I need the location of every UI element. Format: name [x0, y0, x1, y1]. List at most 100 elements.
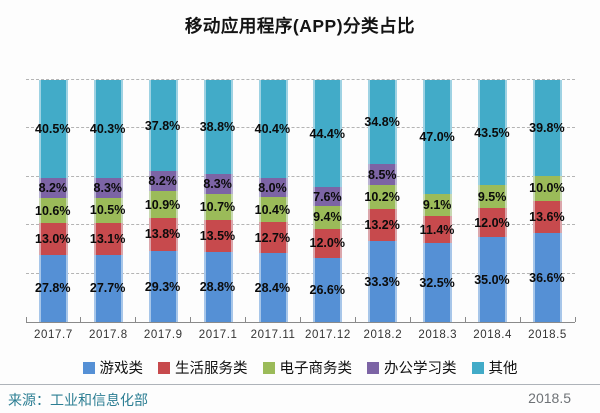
bar-segment-other — [93, 80, 123, 178]
bar-segment-life-service — [478, 208, 508, 238]
bar-value-label-other: 38.8% — [199, 119, 236, 134]
x-axis-tick — [409, 317, 411, 322]
x-axis-tick — [464, 317, 466, 322]
legend-label-life-service: 生活服务类 — [175, 361, 248, 377]
bar-value-label-life-service: 12.7% — [254, 230, 291, 245]
x-axis-label: 2017.8 — [88, 329, 128, 341]
bar-value-label-life-service: 13.1% — [89, 232, 126, 247]
bar-value-label-life-service: 11.4% — [419, 222, 455, 237]
x-axis-label: 2017.11 — [250, 329, 296, 341]
chart-legend: 游戏类 生活服务类 电子商务类 办公学习类 其他 — [0, 357, 600, 378]
bar-segment-e-commerce — [258, 197, 288, 223]
x-axis-tick — [574, 317, 576, 322]
footer-date: 2018.5 — [528, 390, 571, 406]
bar-value-label-office-study: 7.6% — [313, 189, 342, 204]
bar-segment-office-study — [368, 164, 398, 185]
bar-value-label-e-commerce: 10.0% — [529, 181, 565, 196]
bar-value-label-games: 33.3% — [364, 274, 400, 289]
bar-value-label-life-service: 13.0% — [35, 232, 71, 247]
x-axis-label: 2017.9 — [143, 329, 183, 341]
bar-value-label-games: 26.6% — [309, 282, 345, 297]
bar-value-label-office-study: 8.3% — [203, 176, 232, 191]
bar-value-label-other: 39.8% — [529, 121, 565, 136]
bar-segment-office-study — [38, 177, 68, 198]
bar-value-label-games: 28.8% — [199, 280, 236, 295]
bar-segment-life-service — [38, 223, 68, 255]
legend-label-e-commerce: 电子商务类 — [279, 361, 353, 377]
bar-segment-life-service — [368, 209, 398, 242]
legend-swatch-other — [471, 361, 484, 374]
bar-segment-life-service — [148, 217, 178, 252]
x-axis-tick — [354, 317, 356, 322]
bar-value-label-games: 36.6% — [529, 270, 565, 285]
bar-value-label-office-study: 8.3% — [93, 180, 123, 195]
legend-item-life-service: 生活服务类 — [158, 357, 248, 378]
bar-segment-life-service — [258, 222, 288, 254]
x-axis-label: 2018.3 — [418, 329, 458, 341]
bar-segment-other — [313, 80, 343, 188]
bar-segment-games — [148, 251, 178, 322]
bar-value-label-e-commerce: 9.5% — [477, 189, 507, 204]
bar-segment-life-service — [423, 215, 453, 244]
bar-segment-games — [423, 243, 453, 322]
x-axis-tick — [519, 317, 521, 322]
legend-label-games: 游戏类 — [99, 361, 144, 377]
bar-value-label-other: 37.8% — [144, 118, 181, 133]
legend-label-other: 其他 — [488, 361, 518, 377]
legend-swatch-games — [82, 361, 95, 374]
bar-segment-games — [313, 257, 343, 322]
bar-segment-games — [533, 233, 563, 322]
bar-value-label-life-service: 12.0% — [309, 236, 345, 251]
bar-segment-office-study — [313, 187, 343, 206]
legend-item-other: 其他 — [471, 357, 518, 378]
plot-area: 27.8% 13.0% 10.6% 8.2% 40.5% 2017.7 27.7% 13.1%… — [25, 79, 576, 341]
bar-segment-games — [38, 254, 68, 322]
bar-value-label-other: 40.5% — [35, 121, 71, 136]
bar-segment-e-commerce — [93, 197, 123, 224]
bar-value-label-life-service: 12.0% — [474, 215, 510, 230]
bar-value-label-other: 43.5% — [474, 125, 510, 140]
x-axis-tick — [25, 317, 27, 322]
bar-segment-e-commerce — [38, 197, 68, 224]
bar-segment-games — [203, 252, 233, 322]
x-axis-label: 2017.12 — [305, 329, 351, 341]
bar-value-label-e-commerce: 10.5% — [89, 203, 126, 218]
source-attribution: 来源：工业和信息化部 — [8, 392, 148, 408]
bar-value-label-other: 34.8% — [364, 115, 400, 130]
bar-segment-e-commerce — [313, 205, 343, 229]
bar-value-label-other: 44.4% — [309, 126, 345, 141]
legend-item-e-commerce: 电子商务类 — [262, 357, 353, 378]
x-axis-label: 2017.1 — [198, 329, 238, 341]
bar-value-label-other: 47.0% — [419, 129, 455, 144]
legend-item-games: 游戏类 — [82, 357, 144, 378]
x-axis-tick — [245, 317, 247, 322]
legend-label-office-study: 办公学习类 — [384, 361, 457, 377]
legend-swatch-office-study — [367, 361, 379, 374]
bar-segment-other — [148, 80, 178, 172]
bar-segment-other — [368, 80, 398, 165]
bar-value-label-e-commerce: 10.4% — [254, 202, 291, 217]
bar-segment-other — [423, 80, 453, 194]
bar-value-label-life-service: 13.2% — [364, 218, 400, 233]
bar-value-label-e-commerce: 10.6% — [35, 203, 71, 218]
bar-value-label-life-service: 13.8% — [144, 227, 181, 242]
bar-segment-games — [478, 237, 508, 322]
bar-value-label-office-study: 8.0% — [258, 180, 287, 195]
gridline-20-percent — [26, 272, 575, 274]
bar-value-label-games: 27.8% — [35, 281, 71, 296]
bar-segment-other — [533, 80, 563, 177]
bar-segment-life-service — [533, 200, 563, 234]
bar-segment-e-commerce — [533, 176, 563, 201]
bar-segment-other — [258, 80, 288, 178]
bar-value-label-e-commerce: 10.7% — [199, 199, 236, 214]
legend-swatch-e-commerce — [262, 361, 275, 374]
bar-segment-life-service — [313, 228, 343, 258]
legend-item-office-study: 办公学习类 — [367, 357, 457, 378]
bar-value-label-games: 35.0% — [474, 272, 510, 287]
x-axis-tick — [300, 317, 301, 322]
bar-value-label-other: 40.4% — [254, 121, 291, 136]
x-axis-label: 2017.7 — [34, 329, 73, 341]
x-axis-label: 2018.2 — [363, 329, 403, 341]
bar-segment-games — [368, 241, 398, 322]
gridline-80-percent — [26, 127, 575, 129]
